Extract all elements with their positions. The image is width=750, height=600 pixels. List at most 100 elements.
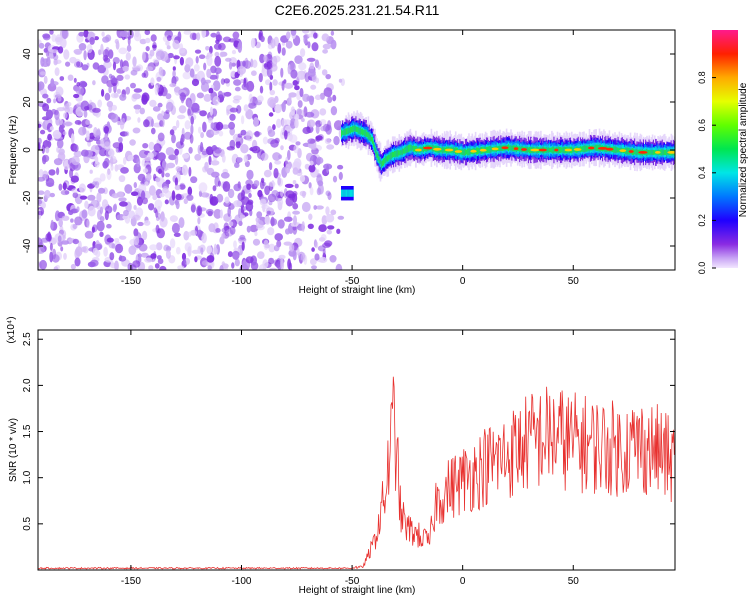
noise-blob bbox=[57, 46, 64, 54]
noise-blob bbox=[293, 144, 299, 154]
noise-blob bbox=[104, 92, 111, 101]
noise-blob bbox=[47, 133, 52, 141]
noise-blob bbox=[63, 112, 68, 119]
track-cell bbox=[354, 125, 356, 132]
noise-blob bbox=[231, 262, 235, 269]
figure-title: C2E6.2025.231.21.54.R11 bbox=[275, 2, 440, 18]
noise-blob bbox=[212, 185, 217, 192]
noise-blob bbox=[116, 88, 122, 94]
noise-blob bbox=[268, 181, 276, 187]
noise-blob bbox=[221, 154, 226, 163]
track-cell bbox=[478, 147, 480, 154]
noise-blob bbox=[208, 223, 216, 233]
noise-blob bbox=[290, 106, 295, 116]
noise-blob bbox=[73, 144, 79, 153]
track-branch bbox=[344, 189, 346, 197]
track-cell bbox=[510, 145, 512, 151]
noise-blob bbox=[104, 210, 109, 221]
noise-blob bbox=[145, 37, 151, 44]
noise-blob bbox=[169, 238, 176, 249]
track-peak bbox=[521, 148, 527, 151]
track-cell bbox=[563, 146, 565, 154]
track-cell bbox=[395, 150, 397, 157]
noise-blob bbox=[264, 215, 271, 225]
noise-blob bbox=[311, 265, 317, 270]
track-cell bbox=[387, 154, 390, 162]
noise-blob bbox=[155, 209, 159, 218]
noise-blob bbox=[307, 138, 316, 144]
track-cell bbox=[452, 147, 455, 154]
noise-blob bbox=[303, 34, 308, 45]
noise-blob bbox=[310, 258, 317, 266]
noise-blob bbox=[76, 61, 81, 68]
noise-blob bbox=[240, 144, 249, 154]
noise-blob bbox=[85, 119, 91, 126]
noise-blob bbox=[49, 251, 54, 263]
track-peak bbox=[573, 148, 582, 151]
noise-blob bbox=[187, 231, 192, 237]
noise-blob bbox=[104, 157, 110, 168]
noise-blob bbox=[314, 94, 322, 101]
noise-blob bbox=[203, 62, 207, 71]
colorbar-tick-label: 0.2 bbox=[697, 214, 707, 227]
noise-blob bbox=[310, 84, 317, 90]
noise-blob bbox=[259, 53, 265, 64]
noise-blob bbox=[106, 237, 114, 243]
noise-blob bbox=[214, 147, 222, 154]
noise-blob bbox=[173, 232, 181, 237]
noise-blob bbox=[133, 205, 137, 210]
noise-blob bbox=[283, 216, 293, 222]
noise-blob bbox=[240, 204, 245, 215]
noise-blob bbox=[87, 194, 96, 201]
track-cell bbox=[584, 145, 586, 153]
track-cell bbox=[661, 149, 664, 156]
noise-blob bbox=[299, 175, 306, 183]
noise-blob bbox=[174, 148, 180, 156]
noise-blob bbox=[166, 162, 176, 169]
track-cell bbox=[400, 150, 403, 155]
noise-blob bbox=[165, 172, 170, 178]
track-peak bbox=[597, 147, 608, 150]
track-cell bbox=[404, 147, 406, 154]
noise-blob bbox=[59, 37, 67, 49]
track-branch bbox=[348, 189, 351, 197]
noise-blob bbox=[113, 203, 117, 211]
noise-blob bbox=[93, 36, 99, 41]
noise-blob bbox=[49, 242, 53, 251]
noise-blob bbox=[327, 192, 332, 201]
noise-blob bbox=[175, 166, 182, 172]
noise-blob bbox=[158, 66, 164, 76]
noise-blob bbox=[219, 209, 223, 219]
noise-blob bbox=[189, 32, 198, 41]
track-cell bbox=[546, 147, 549, 153]
noise-blob bbox=[200, 132, 205, 139]
noise-blob bbox=[103, 126, 109, 134]
noise-blob bbox=[174, 177, 178, 187]
noise-blob bbox=[182, 258, 187, 265]
track-cell bbox=[352, 125, 354, 133]
noise-blob bbox=[142, 230, 148, 241]
noise-blob bbox=[99, 231, 104, 237]
noise-blob bbox=[223, 91, 232, 97]
noise-blob bbox=[251, 145, 261, 154]
noise-blob bbox=[299, 87, 304, 98]
noise-blob bbox=[190, 115, 194, 125]
noise-blob bbox=[72, 192, 79, 199]
track-peak bbox=[513, 147, 519, 151]
noise-blob bbox=[300, 252, 306, 262]
noise-blob bbox=[152, 41, 157, 52]
noise-blob bbox=[106, 169, 112, 181]
noise-blob bbox=[103, 134, 109, 140]
noise-blob bbox=[142, 143, 149, 149]
noise-blob bbox=[264, 185, 270, 196]
track-peak bbox=[414, 148, 422, 152]
noise-blob bbox=[285, 31, 291, 40]
noise-blob bbox=[68, 210, 74, 216]
noise-blob bbox=[210, 32, 217, 38]
noise-blob bbox=[252, 238, 261, 246]
noise-blob bbox=[40, 71, 46, 76]
noise-blob bbox=[150, 253, 157, 259]
noise-blob bbox=[137, 221, 144, 227]
track-peak bbox=[605, 147, 614, 151]
noise-blob bbox=[190, 124, 194, 135]
